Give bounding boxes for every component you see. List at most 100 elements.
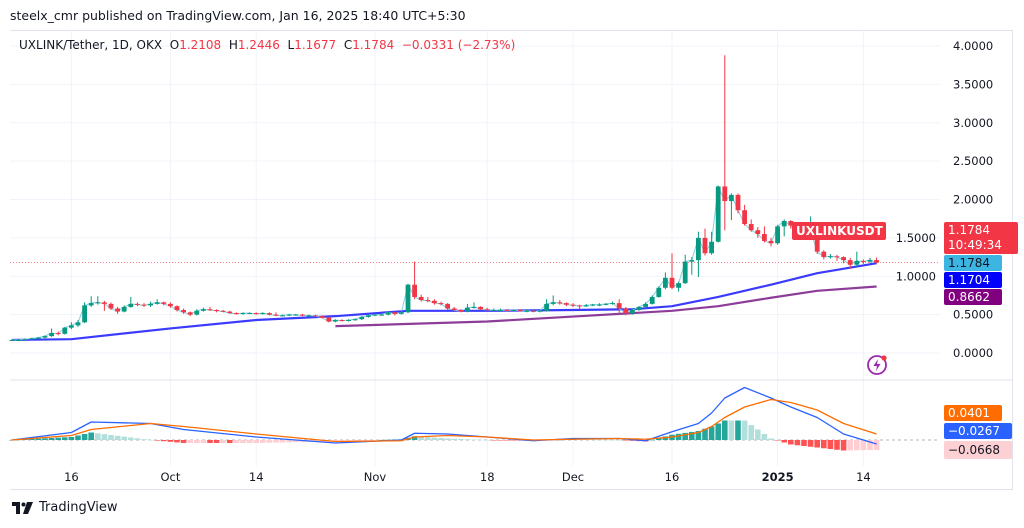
- histogram-bar: [187, 440, 193, 443]
- histogram-bar: [35, 438, 42, 440]
- x-tick-label: 14: [856, 470, 871, 484]
- macd-label: −0.0267: [944, 423, 1012, 439]
- histogram-bar: [167, 440, 174, 442]
- candle-body: [709, 241, 714, 254]
- histogram-bar: [860, 440, 867, 451]
- candle-body: [49, 333, 54, 337]
- candle-body: [247, 313, 252, 315]
- histogram-bar: [174, 440, 180, 443]
- histogram-bar: [827, 440, 834, 449]
- histogram-bar: [207, 440, 213, 443]
- candle-body: [372, 314, 378, 316]
- candle-body: [300, 314, 305, 316]
- published-caption: steelx_cmr published on TradingView.com,…: [10, 8, 466, 23]
- ohlc-legend: UXLINK/Tether, 1D, OKX O1.2108 H1.2446 L…: [19, 38, 515, 52]
- candle-body: [623, 308, 629, 314]
- ticker-label: UXLINKUSDT: [792, 222, 886, 240]
- candle-body: [748, 224, 754, 231]
- histogram-bar: [95, 433, 101, 440]
- candle-body: [82, 305, 87, 323]
- histogram-bar: [477, 439, 484, 441]
- candle-body: [821, 251, 827, 258]
- candle-body: [649, 296, 655, 304]
- histogram-bar: [48, 438, 55, 440]
- histogram-bar: [675, 433, 682, 440]
- candle-body: [656, 287, 662, 297]
- histogram-bar: [55, 437, 61, 440]
- candle-body: [834, 256, 840, 258]
- candle-body: [306, 315, 312, 317]
- candle-body: [451, 308, 457, 311]
- candle-body: [399, 312, 404, 314]
- candle-body: [768, 240, 774, 244]
- histogram-bar: [378, 439, 385, 441]
- candle-body: [511, 310, 516, 312]
- candle-body: [95, 302, 101, 304]
- histogram-bar: [755, 429, 761, 440]
- histogram-bar: [689, 431, 695, 440]
- candle-body: [135, 303, 140, 305]
- candle-body: [69, 325, 74, 328]
- candle-body: [201, 309, 206, 311]
- lightning-icon[interactable]: [866, 354, 888, 376]
- candle-body: [115, 308, 120, 312]
- x-tick-label: 16: [665, 470, 680, 484]
- candle-body: [412, 284, 417, 297]
- histogram-bar: [590, 439, 596, 441]
- y-tick-label: 4.0000: [953, 39, 993, 53]
- x-tick-label: Nov: [364, 470, 387, 484]
- candle-body: [682, 261, 688, 284]
- histogram-bar: [873, 440, 880, 451]
- candle-body: [36, 337, 41, 339]
- histogram-bar: [656, 438, 662, 440]
- histogram-bar: [345, 440, 352, 442]
- histogram-bar: [722, 420, 728, 440]
- histogram-bar: [200, 440, 207, 443]
- histogram-bar: [867, 440, 873, 451]
- histogram-bar: [510, 440, 517, 441]
- candle-body: [425, 300, 431, 302]
- candle-body: [286, 314, 292, 316]
- candle-body: [498, 310, 503, 312]
- histogram-bar: [81, 434, 88, 440]
- candle-body: [874, 260, 879, 263]
- candle-body: [214, 310, 219, 312]
- histogram-bar: [62, 437, 68, 440]
- candle-body: [55, 333, 61, 335]
- candle-body: [121, 306, 127, 312]
- candle-body: [471, 306, 477, 308]
- histogram-bar: [233, 440, 240, 443]
- candle-body: [583, 305, 589, 307]
- last-price: 1.1784: [948, 223, 990, 237]
- candle-body: [722, 186, 728, 202]
- candle-body: [346, 319, 351, 321]
- histogram-bar: [134, 438, 141, 440]
- candle-body: [253, 313, 259, 315]
- candle-body: [781, 220, 787, 227]
- candle-body: [775, 226, 780, 244]
- histogram-bar: [484, 440, 490, 441]
- candle-body: [465, 307, 470, 312]
- footer: TradingView: [12, 500, 118, 515]
- candle-body: [392, 312, 398, 314]
- candle-body: [735, 194, 741, 211]
- histogram-bar: [807, 440, 814, 447]
- histogram-bar: [616, 440, 622, 441]
- histogram-bar: [682, 432, 688, 440]
- x-tick-label: Dec: [562, 470, 584, 484]
- y-tick-label: 3.5000: [953, 77, 993, 91]
- x-tick-label: 14: [249, 470, 264, 484]
- histogram-bar: [854, 440, 860, 451]
- candle-body: [854, 260, 860, 265]
- histogram-bar: [101, 434, 108, 440]
- histogram-bar: [147, 440, 154, 441]
- candle-body: [669, 277, 675, 288]
- histogram-bar: [332, 440, 339, 442]
- candle-body: [234, 313, 239, 315]
- histogram-bar: [814, 440, 820, 448]
- candle-body: [861, 260, 866, 262]
- high-label: H: [228, 38, 238, 52]
- candle-body: [22, 339, 28, 341]
- histogram-bar: [438, 438, 444, 440]
